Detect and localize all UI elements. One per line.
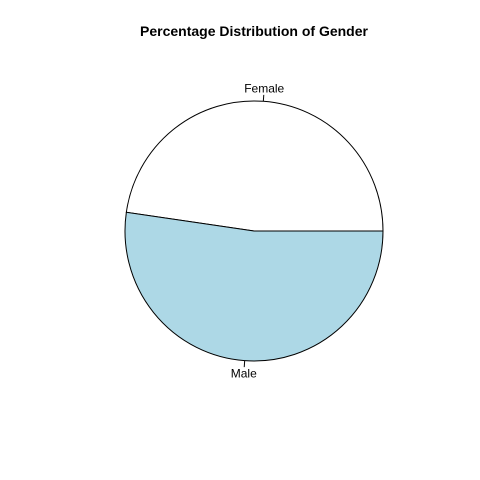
pie-labels: Female Male — [231, 81, 285, 380]
pie-slice-male — [124, 211, 384, 362]
pie-label-female: Female — [244, 81, 284, 95]
pie-slices — [124, 100, 384, 362]
pie-slice-female — [125, 100, 384, 232]
chart-title: Percentage Distribution of Gender — [140, 23, 368, 39]
pie-label-male: Male — [231, 367, 257, 381]
